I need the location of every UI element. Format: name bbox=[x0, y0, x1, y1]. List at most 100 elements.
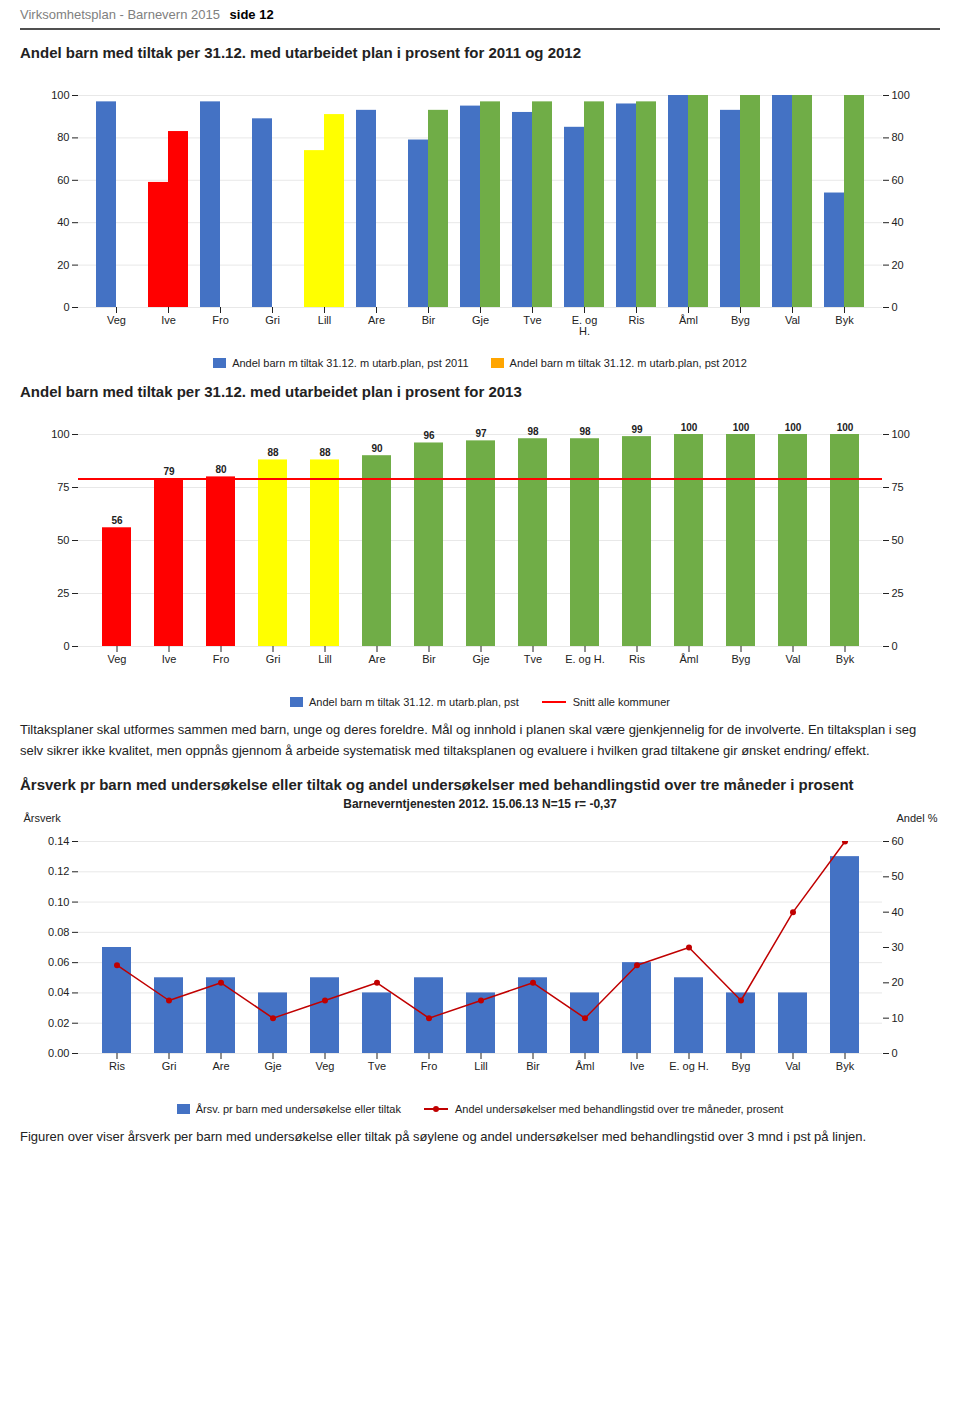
svg-text:80: 80 bbox=[892, 131, 904, 143]
svg-text:Veg: Veg bbox=[107, 314, 126, 326]
svg-text:100: 100 bbox=[837, 422, 854, 433]
svg-text:Gje: Gje bbox=[472, 314, 489, 326]
svg-text:Val: Val bbox=[785, 1060, 800, 1072]
svg-text:Ris: Ris bbox=[109, 1060, 125, 1072]
svg-text:56: 56 bbox=[111, 515, 123, 526]
svg-text:E. og H.: E. og H. bbox=[565, 653, 605, 665]
svg-text:Byg: Byg bbox=[732, 1060, 751, 1072]
svg-text:20: 20 bbox=[57, 259, 69, 271]
svg-text:Gje: Gje bbox=[472, 653, 489, 665]
svg-text:100: 100 bbox=[892, 89, 910, 101]
svg-text:Bir: Bir bbox=[422, 314, 436, 326]
svg-text:Gri: Gri bbox=[265, 314, 280, 326]
svg-text:10: 10 bbox=[892, 1011, 904, 1023]
svg-text:Gje: Gje bbox=[264, 1060, 281, 1072]
svg-text:Ive: Ive bbox=[161, 314, 176, 326]
svg-text:Fro: Fro bbox=[421, 1060, 438, 1072]
svg-text:Veg: Veg bbox=[108, 653, 127, 665]
svg-text:Gri: Gri bbox=[162, 1060, 177, 1072]
svg-text:Gri: Gri bbox=[266, 653, 281, 665]
svg-text:25: 25 bbox=[57, 587, 69, 599]
svg-text:Are: Are bbox=[368, 653, 385, 665]
svg-text:Are: Are bbox=[368, 314, 385, 326]
svg-text:100: 100 bbox=[51, 428, 69, 440]
svg-text:40: 40 bbox=[57, 216, 69, 228]
svg-text:100: 100 bbox=[733, 422, 750, 433]
svg-text:0: 0 bbox=[892, 1047, 898, 1059]
svg-text:0: 0 bbox=[892, 301, 898, 313]
svg-text:90: 90 bbox=[371, 443, 383, 454]
svg-text:0.00: 0.00 bbox=[48, 1047, 69, 1059]
svg-text:50: 50 bbox=[892, 534, 904, 546]
svg-text:Åml: Åml bbox=[679, 314, 698, 326]
svg-text:0.02: 0.02 bbox=[48, 1016, 69, 1028]
svg-text:Lill: Lill bbox=[318, 653, 331, 665]
svg-text:Lill: Lill bbox=[474, 1060, 487, 1072]
svg-text:99: 99 bbox=[631, 424, 643, 435]
svg-text:Bir: Bir bbox=[526, 1060, 540, 1072]
svg-text:Lill: Lill bbox=[318, 314, 331, 326]
svg-text:Tve: Tve bbox=[524, 653, 542, 665]
svg-text:Are: Are bbox=[212, 1060, 229, 1072]
svg-text:100: 100 bbox=[681, 422, 698, 433]
svg-text:40: 40 bbox=[892, 216, 904, 228]
svg-text:Åml: Åml bbox=[680, 653, 699, 665]
svg-text:50: 50 bbox=[892, 870, 904, 882]
svg-text:80: 80 bbox=[215, 464, 227, 475]
svg-text:97: 97 bbox=[475, 428, 487, 439]
svg-text:25: 25 bbox=[892, 587, 904, 599]
svg-text:Ris: Ris bbox=[629, 653, 645, 665]
svg-text:Årsverk: Årsverk bbox=[24, 812, 62, 824]
svg-text:Åml: Åml bbox=[576, 1060, 595, 1072]
svg-text:80: 80 bbox=[57, 131, 69, 143]
svg-text:0.14: 0.14 bbox=[48, 835, 69, 847]
svg-text:Byk: Byk bbox=[836, 1060, 855, 1072]
svg-text:0: 0 bbox=[892, 640, 898, 652]
svg-text:98: 98 bbox=[579, 426, 591, 437]
svg-text:Byg: Byg bbox=[732, 653, 751, 665]
svg-text:Veg: Veg bbox=[316, 1060, 335, 1072]
svg-text:88: 88 bbox=[267, 447, 279, 458]
svg-text:Ris: Ris bbox=[629, 314, 645, 326]
svg-text:Bir: Bir bbox=[422, 653, 436, 665]
svg-text:20: 20 bbox=[892, 976, 904, 988]
svg-text:0.10: 0.10 bbox=[48, 895, 69, 907]
svg-text:Byk: Byk bbox=[835, 314, 854, 326]
svg-text:75: 75 bbox=[57, 481, 69, 493]
svg-text:E. ogH.: E. ogH. bbox=[572, 314, 598, 337]
svg-text:60: 60 bbox=[57, 174, 69, 186]
svg-text:Ive: Ive bbox=[630, 1060, 645, 1072]
svg-text:0: 0 bbox=[63, 301, 69, 313]
svg-text:Ive: Ive bbox=[162, 653, 177, 665]
svg-text:20: 20 bbox=[892, 259, 904, 271]
svg-text:98: 98 bbox=[527, 426, 539, 437]
svg-text:Tve: Tve bbox=[368, 1060, 386, 1072]
svg-text:0: 0 bbox=[63, 640, 69, 652]
svg-text:Andel %: Andel % bbox=[897, 812, 938, 824]
svg-text:60: 60 bbox=[892, 835, 904, 847]
svg-text:96: 96 bbox=[423, 430, 435, 441]
svg-text:50: 50 bbox=[57, 534, 69, 546]
svg-text:100: 100 bbox=[785, 422, 802, 433]
html-text:Tiltaksplaner skal utformes sa: Tiltaksplaner skal utformes sammen med b… bbox=[20, 722, 917, 758]
svg-text:75: 75 bbox=[892, 481, 904, 493]
svg-text:0.04: 0.04 bbox=[48, 986, 69, 998]
svg-text:0.06: 0.06 bbox=[48, 956, 69, 968]
svg-text:Fro: Fro bbox=[213, 653, 230, 665]
svg-text:0.12: 0.12 bbox=[48, 865, 69, 877]
svg-text:E. og H.: E. og H. bbox=[669, 1060, 709, 1072]
svg-text:Byk: Byk bbox=[836, 653, 855, 665]
svg-text:30: 30 bbox=[892, 941, 904, 953]
svg-text:60: 60 bbox=[892, 174, 904, 186]
svg-text:Byg: Byg bbox=[731, 314, 750, 326]
svg-text:40: 40 bbox=[892, 905, 904, 917]
svg-text:79: 79 bbox=[163, 466, 175, 477]
svg-text:Val: Val bbox=[785, 314, 800, 326]
svg-text:0.08: 0.08 bbox=[48, 925, 69, 937]
svg-text:100: 100 bbox=[892, 428, 910, 440]
svg-text:100: 100 bbox=[51, 89, 69, 101]
svg-text:Tve: Tve bbox=[523, 314, 541, 326]
svg-text:Val: Val bbox=[785, 653, 800, 665]
svg-text:88: 88 bbox=[319, 447, 331, 458]
svg-text:Fro: Fro bbox=[212, 314, 229, 326]
